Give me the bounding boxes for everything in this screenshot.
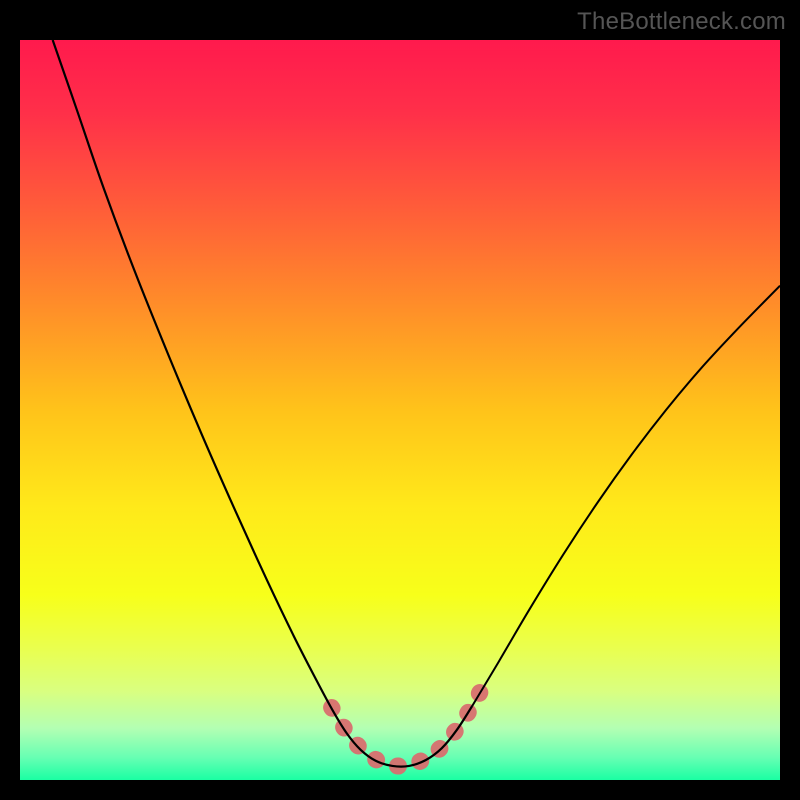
chart-stage: TheBottleneck.com	[0, 0, 800, 800]
right-curve	[472, 286, 780, 706]
left-curve	[53, 40, 473, 767]
bottleneck-curves	[20, 40, 780, 780]
watermark-text: TheBottleneck.com	[577, 8, 786, 36]
plot-area	[20, 40, 780, 780]
